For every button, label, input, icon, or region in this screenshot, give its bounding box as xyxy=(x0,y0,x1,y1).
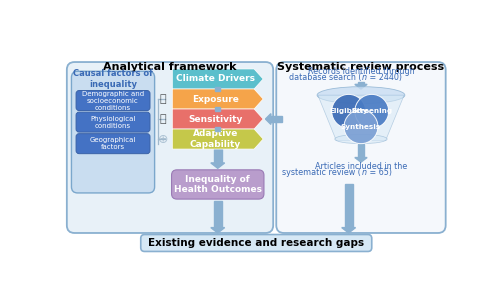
FancyBboxPatch shape xyxy=(72,71,154,193)
Text: ⊕: ⊕ xyxy=(158,132,168,146)
Polygon shape xyxy=(211,228,224,233)
Text: Existing evidence and research gaps: Existing evidence and research gaps xyxy=(148,238,364,248)
Polygon shape xyxy=(172,129,263,149)
Circle shape xyxy=(355,94,388,128)
Ellipse shape xyxy=(317,87,405,104)
Polygon shape xyxy=(358,144,364,158)
Polygon shape xyxy=(342,228,355,233)
Circle shape xyxy=(332,94,366,128)
Text: Eligibility: Eligibility xyxy=(330,108,368,114)
Text: 🌡: 🌡 xyxy=(160,94,166,104)
Polygon shape xyxy=(214,201,222,228)
Text: Analytical framework: Analytical framework xyxy=(104,62,237,72)
FancyBboxPatch shape xyxy=(67,62,273,233)
FancyBboxPatch shape xyxy=(172,170,264,199)
Text: 🚶: 🚶 xyxy=(160,114,166,124)
Text: Inequality of
Health Outcomes: Inequality of Health Outcomes xyxy=(174,175,262,194)
Polygon shape xyxy=(172,89,263,109)
Bar xyxy=(216,127,220,131)
FancyBboxPatch shape xyxy=(276,62,446,233)
Bar xyxy=(216,87,220,91)
Text: Climate Drivers: Climate Drivers xyxy=(176,74,255,84)
Text: = 65): = 65) xyxy=(367,168,392,177)
Circle shape xyxy=(344,110,378,144)
Text: Adaptive
Capability: Adaptive Capability xyxy=(190,129,241,149)
Text: Articles included in the: Articles included in the xyxy=(315,162,407,171)
Polygon shape xyxy=(172,109,263,129)
Polygon shape xyxy=(214,149,222,163)
Polygon shape xyxy=(318,95,404,141)
FancyBboxPatch shape xyxy=(76,112,150,132)
Polygon shape xyxy=(355,84,367,89)
Text: systematic review (: systematic review ( xyxy=(282,168,361,177)
Polygon shape xyxy=(266,114,271,124)
Polygon shape xyxy=(271,116,282,122)
Text: = 2440): = 2440) xyxy=(367,73,402,82)
Text: Sensitivity: Sensitivity xyxy=(188,114,242,124)
Text: database search (: database search ( xyxy=(288,73,361,82)
Text: Causal factors of
inequality: Causal factors of inequality xyxy=(73,69,153,89)
Polygon shape xyxy=(172,69,263,89)
Text: Systematic review process: Systematic review process xyxy=(278,62,444,72)
Text: Geographical
factors: Geographical factors xyxy=(90,137,136,150)
Text: n: n xyxy=(362,168,367,177)
Bar xyxy=(216,107,220,111)
Text: Synthesis: Synthesis xyxy=(341,124,381,130)
Polygon shape xyxy=(358,82,364,84)
FancyBboxPatch shape xyxy=(76,134,150,154)
Polygon shape xyxy=(211,163,224,168)
Polygon shape xyxy=(355,158,367,162)
Ellipse shape xyxy=(335,134,387,144)
Polygon shape xyxy=(345,184,352,228)
Text: Exposure: Exposure xyxy=(192,94,239,104)
FancyBboxPatch shape xyxy=(141,235,372,251)
Text: Screening: Screening xyxy=(351,108,393,114)
Text: n: n xyxy=(362,73,367,82)
FancyBboxPatch shape xyxy=(76,91,150,111)
Text: Records identified through: Records identified through xyxy=(308,67,414,76)
Text: Demographic and
socioeconomic
conditions: Demographic and socioeconomic conditions xyxy=(82,91,144,111)
Text: Physiological
conditions: Physiological conditions xyxy=(90,116,136,129)
